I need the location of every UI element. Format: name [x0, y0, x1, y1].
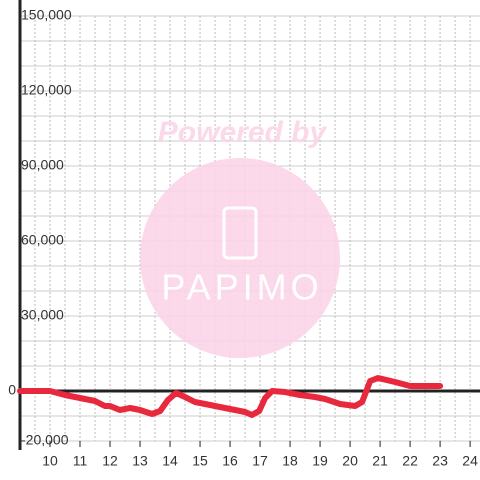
plot: -20,000 0 30,000 60,000 90,000 120,000 150,000… [8, 0, 478, 469]
x-tick-label: 24 [462, 453, 478, 469]
x-tick-label: 19 [312, 453, 328, 469]
watermark-logo: PAPIMO [161, 267, 322, 308]
x-tick-label: 21 [372, 453, 388, 469]
y-tick-label: 90,000 [21, 157, 64, 173]
y-tick-label: 120,000 [21, 82, 72, 98]
watermark-text: Powered by [158, 116, 328, 149]
x-tick-label: 22 [402, 453, 418, 469]
phone-icon [222, 206, 258, 260]
watermark: Powered by PAPIMO [140, 116, 340, 358]
x-tick-label: 15 [192, 453, 208, 469]
y-tick-label: 150,000 [21, 7, 72, 23]
x-tick-label: 16 [222, 453, 238, 469]
series-line [17, 375, 444, 418]
y-tick-label: 0 [8, 382, 16, 398]
x-tick-label: 11 [73, 453, 88, 469]
x-tick-label: 14 [162, 453, 178, 469]
x-tick-label: 18 [282, 453, 298, 469]
x-tick-label: 10 [42, 453, 58, 469]
x-tick-label: 23 [432, 453, 448, 469]
x-tick-label: 17 [252, 453, 268, 469]
x-tick-label: 13 [132, 453, 148, 469]
y-tick-label: -20,000 [21, 432, 69, 448]
x-tick-label: 12 [102, 453, 118, 469]
y-tick-label: 30,000 [21, 307, 64, 323]
x-tick-label: 20 [342, 453, 358, 469]
y-tick-label: 60,000 [21, 232, 64, 248]
